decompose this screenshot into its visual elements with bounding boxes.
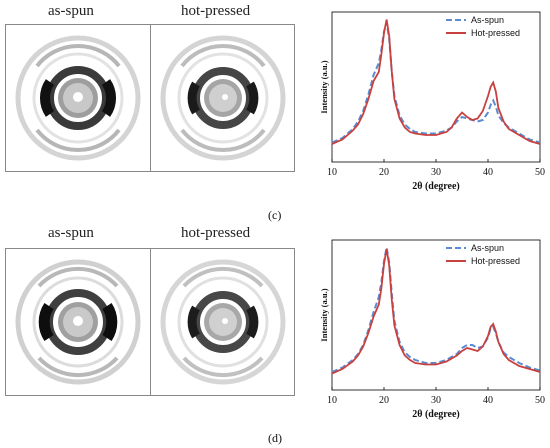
hot-pressed-diffraction-pattern: [160, 259, 286, 385]
xrd-chart-d: 10 20 30 40 50 2θ (degree) Intensity (a.u.) As-…: [319, 239, 545, 420]
x-tick-label: 20: [379, 167, 389, 178]
x-tick-label: 30: [431, 395, 441, 406]
hot-pressed-diffraction-pattern: [160, 35, 286, 161]
xrd-pattern-images: [5, 248, 295, 396]
as-spun-diffraction-pattern: [15, 259, 141, 385]
y-axis-label: Intensity (a.u.): [319, 288, 329, 341]
hot-pressed-series-line: [331, 19, 541, 145]
x-tick-label: 50: [535, 167, 545, 178]
x-axis-label: 2θ (degree): [412, 409, 460, 420]
x-tick-label: 10: [327, 167, 337, 178]
x-tick-label: 40: [483, 395, 493, 406]
as-spun-diffraction-pattern: [15, 35, 141, 161]
hot-pressed-label: hot-pressed: [181, 3, 251, 19]
x-tick-label: 30: [431, 167, 441, 178]
xrd-pattern-images: [5, 24, 295, 172]
as-spun-series-line: [331, 22, 541, 144]
panel-letter-d: (d): [268, 431, 282, 445]
panel-letter-c: (c): [268, 208, 282, 222]
legend-label: As-spun: [471, 243, 504, 253]
legend-label: Hot-pressed: [471, 256, 520, 266]
hot-pressed-series-line: [331, 248, 541, 375]
figure-panel-c: as-spun hot-pressed: [5, 3, 545, 222]
as-spun-pattern-frame: [5, 248, 151, 396]
legend-label: Hot-pressed: [471, 28, 520, 38]
y-axis-label: Intensity (a.u.): [319, 60, 329, 113]
x-tick-label: 40: [483, 167, 493, 178]
figure-panel-d: as-spun hot-pressed: [0, 224, 550, 448]
legend-label: As-spun: [471, 15, 504, 25]
as-spun-label: as-spun: [48, 225, 94, 241]
x-axis-label: 2θ (degree): [412, 181, 460, 192]
as-spun-label: as-spun: [48, 3, 94, 19]
hot-pressed-label: hot-pressed: [181, 225, 251, 241]
x-tick-label: 10: [327, 395, 337, 406]
x-tick-label: 50: [535, 395, 545, 406]
x-tick-label: 20: [379, 395, 389, 406]
xrd-chart-c: 10 20 30 40 50 2θ (degree) Intensity (a.u.) As-…: [319, 11, 545, 192]
as-spun-series-line: [331, 247, 541, 373]
